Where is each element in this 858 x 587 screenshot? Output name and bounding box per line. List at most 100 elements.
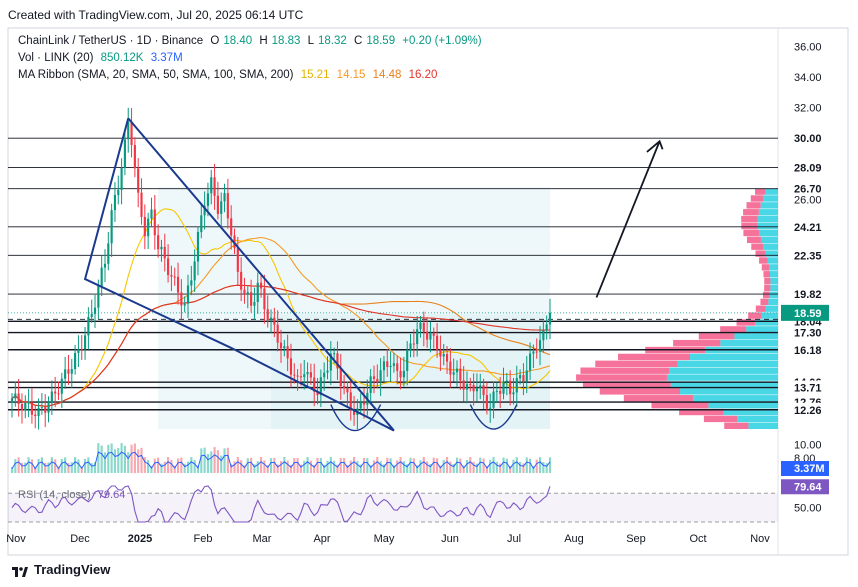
volume-bar bbox=[326, 460, 329, 473]
candle-body bbox=[157, 235, 160, 250]
time-axis: Nov Dec 2025 Feb Mar Apr May Jun Jul Aug Sep Oct Nov bbox=[6, 533, 770, 545]
candle-body bbox=[372, 376, 376, 379]
ma-label[interactable]: MA Ribbon (SMA, 20, SMA, 50, SMA, 100, S… bbox=[18, 69, 294, 81]
volume-bar bbox=[74, 457, 77, 473]
volume-bar bbox=[117, 447, 120, 473]
candle-body bbox=[77, 348, 80, 353]
volume-bar bbox=[256, 461, 259, 473]
volume-bar bbox=[283, 457, 286, 473]
volume-bar bbox=[313, 464, 316, 473]
candle-body bbox=[34, 414, 37, 417]
candle-body bbox=[147, 218, 150, 237]
volume-bar bbox=[160, 463, 163, 473]
profile-bar-down bbox=[764, 284, 771, 292]
profile-bar-up bbox=[690, 353, 778, 361]
candle-body bbox=[532, 351, 535, 354]
volume-bar bbox=[193, 460, 196, 473]
volume-bar bbox=[382, 464, 386, 473]
volume-bar bbox=[93, 462, 97, 473]
candle-body bbox=[64, 369, 67, 379]
volume-bar bbox=[392, 465, 395, 473]
volume-bar bbox=[206, 453, 210, 473]
candle-body bbox=[176, 276, 180, 293]
candle-body bbox=[130, 121, 133, 146]
volume-bar bbox=[100, 445, 103, 473]
ma-200-value: 16.20 bbox=[408, 69, 438, 81]
candle-body bbox=[386, 361, 389, 368]
volume-bar bbox=[170, 459, 173, 473]
rsi-label[interactable]: RSI (14, close) bbox=[18, 489, 91, 501]
profile-bar-down bbox=[755, 305, 766, 312]
volume-bar bbox=[409, 457, 412, 473]
candle-body bbox=[329, 353, 332, 371]
candle-body bbox=[426, 331, 429, 340]
volume-bar bbox=[186, 461, 190, 473]
profile-bar-up bbox=[769, 264, 778, 271]
volume-bar bbox=[113, 449, 117, 473]
volume-bar bbox=[57, 466, 60, 473]
volume-bar bbox=[250, 457, 253, 473]
profile-bar-up bbox=[760, 236, 778, 244]
volume-bar bbox=[509, 466, 512, 473]
profile-bar-up bbox=[677, 360, 778, 368]
volume-bar bbox=[14, 459, 17, 473]
candle-body bbox=[263, 288, 266, 310]
level-label-bg bbox=[781, 181, 829, 196]
level-label: 19.82 bbox=[794, 289, 822, 301]
volume-bar bbox=[210, 451, 213, 473]
candle-body bbox=[230, 218, 233, 236]
candle-body bbox=[246, 292, 249, 294]
ma-line-20 bbox=[11, 208, 551, 407]
profile-bar-down bbox=[724, 422, 749, 429]
candle-body bbox=[462, 380, 465, 390]
level-label-bg bbox=[781, 219, 829, 234]
volume-bar bbox=[426, 461, 429, 473]
volume-bar bbox=[472, 461, 475, 473]
profile-bar-up bbox=[761, 312, 778, 319]
volume-bar bbox=[236, 457, 239, 473]
candle-body bbox=[123, 139, 126, 168]
profile-bar-up bbox=[763, 243, 778, 250]
volume-bar bbox=[167, 457, 170, 473]
candle-body bbox=[303, 374, 306, 378]
volume-bar bbox=[50, 457, 53, 473]
volume-bar bbox=[47, 462, 50, 473]
candle-body bbox=[243, 289, 246, 294]
candle-body bbox=[20, 404, 24, 411]
profile-bar-down bbox=[763, 271, 771, 278]
volume-label[interactable]: Vol · LINK (20) bbox=[18, 52, 94, 64]
rsi-line bbox=[11, 485, 551, 523]
volume-bar bbox=[545, 463, 548, 473]
candle-body bbox=[326, 370, 329, 373]
profile-bar-up bbox=[679, 388, 778, 395]
candle-body bbox=[83, 335, 87, 350]
candle-body bbox=[519, 375, 522, 379]
volume-bar bbox=[269, 458, 273, 473]
tradingview-logo-icon bbox=[12, 565, 28, 577]
volume-bar bbox=[346, 464, 349, 473]
volume-bar bbox=[246, 458, 249, 473]
rsi-current-tag bbox=[781, 479, 829, 495]
candle-body bbox=[190, 280, 193, 286]
volume-bar bbox=[64, 457, 67, 473]
profile-bar-up bbox=[748, 422, 778, 429]
candle-body bbox=[445, 354, 449, 362]
profile-bar-down bbox=[751, 243, 764, 250]
legend-symbol[interactable]: ChainLink / TetherUS · 1D · Binance bbox=[18, 35, 204, 47]
volume-bar bbox=[445, 457, 449, 473]
candle-body bbox=[352, 410, 356, 415]
profile-bar-down bbox=[599, 388, 680, 395]
volume-bar bbox=[87, 457, 90, 473]
candle-body bbox=[269, 317, 273, 321]
volume-bar bbox=[279, 461, 283, 473]
volume-bar bbox=[90, 463, 93, 473]
legend-ma-row: MA Ribbon (SMA, 20, SMA, 50, SMA, 100, S… bbox=[18, 69, 441, 81]
candle-body bbox=[479, 385, 482, 388]
candle-body bbox=[509, 380, 512, 395]
candle-body bbox=[253, 301, 256, 306]
volume-bar bbox=[34, 466, 37, 473]
volume-value-1: 850.12K bbox=[100, 52, 144, 64]
profile-bar-up bbox=[768, 298, 778, 306]
profile-bar-down bbox=[748, 312, 762, 319]
